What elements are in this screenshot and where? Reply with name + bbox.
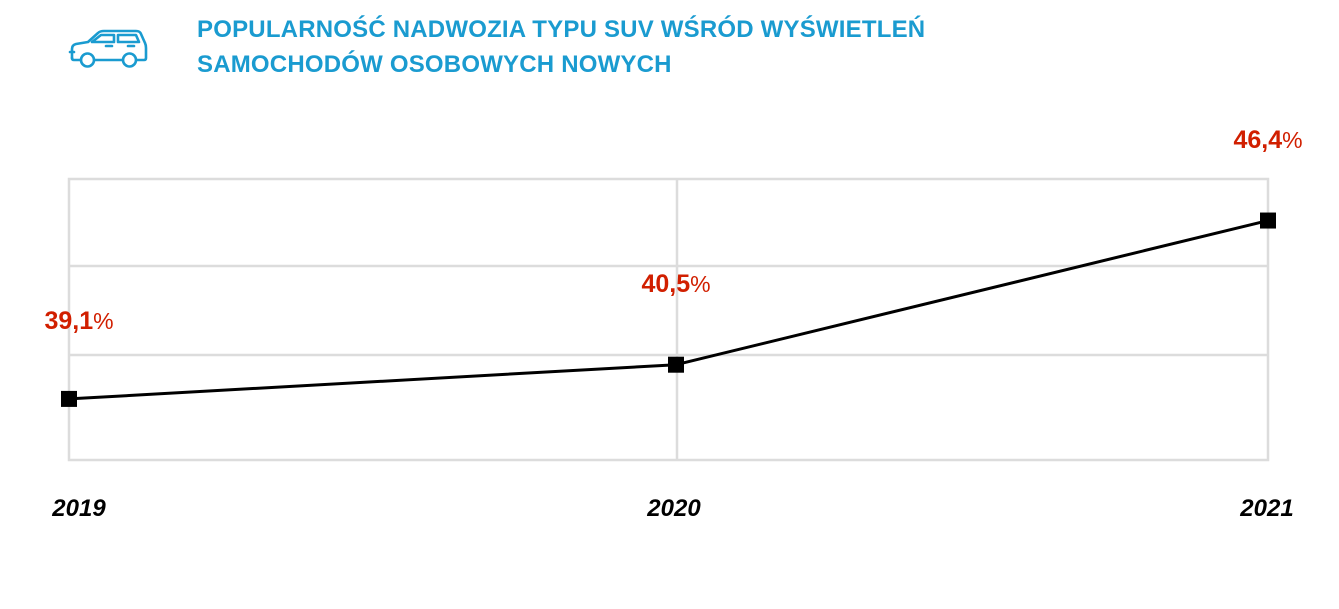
x-axis-labels: 2019 2020 2021 [51,495,1293,522]
chart-title-line-1: POPULARNOŚĆ NADWOZIA TYPU SUV WŚRÓD WYŚW… [197,16,926,43]
suv-car-icon [68,29,148,68]
data-point-2021 [1260,212,1276,229]
chart-grid [67,177,1270,462]
x-tick-label-2019: 2019 [51,495,106,522]
chart-header: POPULARNOŚĆ NADWOZIA TYPU SUV WŚRÓD WYŚW… [0,0,1339,100]
value-label-2021: 46,4% [1233,126,1302,154]
value-label-number: 46,4 [1233,126,1282,154]
data-point-2019 [61,390,77,407]
value-label-unit: % [690,271,710,297]
data-point-2020 [668,356,684,373]
chart-title: POPULARNOŚĆ NADWOZIA TYPU SUV WŚRÓD WYŚW… [197,12,925,82]
data-points [61,212,1276,407]
x-tick-label-2021: 2021 [1239,495,1293,522]
x-tick-label-2020: 2020 [646,495,701,522]
value-labels: 39,1%40,5%46,4% [44,126,1302,335]
value-label-2020: 40,5% [641,270,710,298]
chart-title-line-2: SAMOCHODÓW OSOBOWYCH NOWYCH [197,51,672,78]
value-label-number: 39,1 [44,307,93,335]
value-label-number: 40,5 [641,270,690,298]
value-label-unit: % [93,308,113,334]
plot-frame [67,177,1270,462]
value-label-unit: % [1282,127,1302,153]
value-label-2019: 39,1% [44,307,113,335]
